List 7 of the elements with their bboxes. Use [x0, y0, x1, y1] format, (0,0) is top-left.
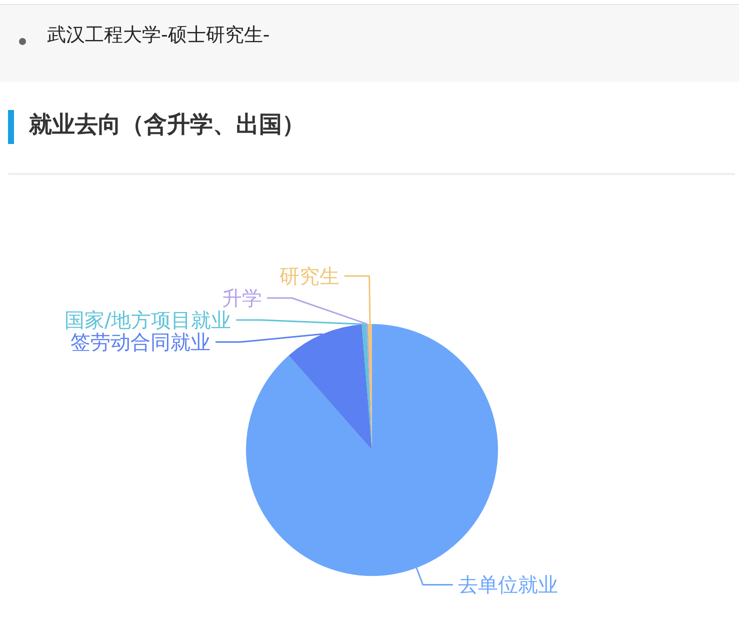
chart-title: 就业去向（含升学、出国） — [29, 111, 305, 140]
slice-label: 去单位就业 — [458, 572, 558, 597]
slice-label: 升学 — [222, 286, 262, 310]
slice-label: 签劳动合同就业 — [70, 330, 210, 354]
slice-label: 研究生 — [279, 264, 340, 288]
slice-label: 国家/地方项目就业 — [64, 308, 232, 332]
chart-subtitle: 武汉工程大学-硕士研究生- — [47, 23, 270, 48]
